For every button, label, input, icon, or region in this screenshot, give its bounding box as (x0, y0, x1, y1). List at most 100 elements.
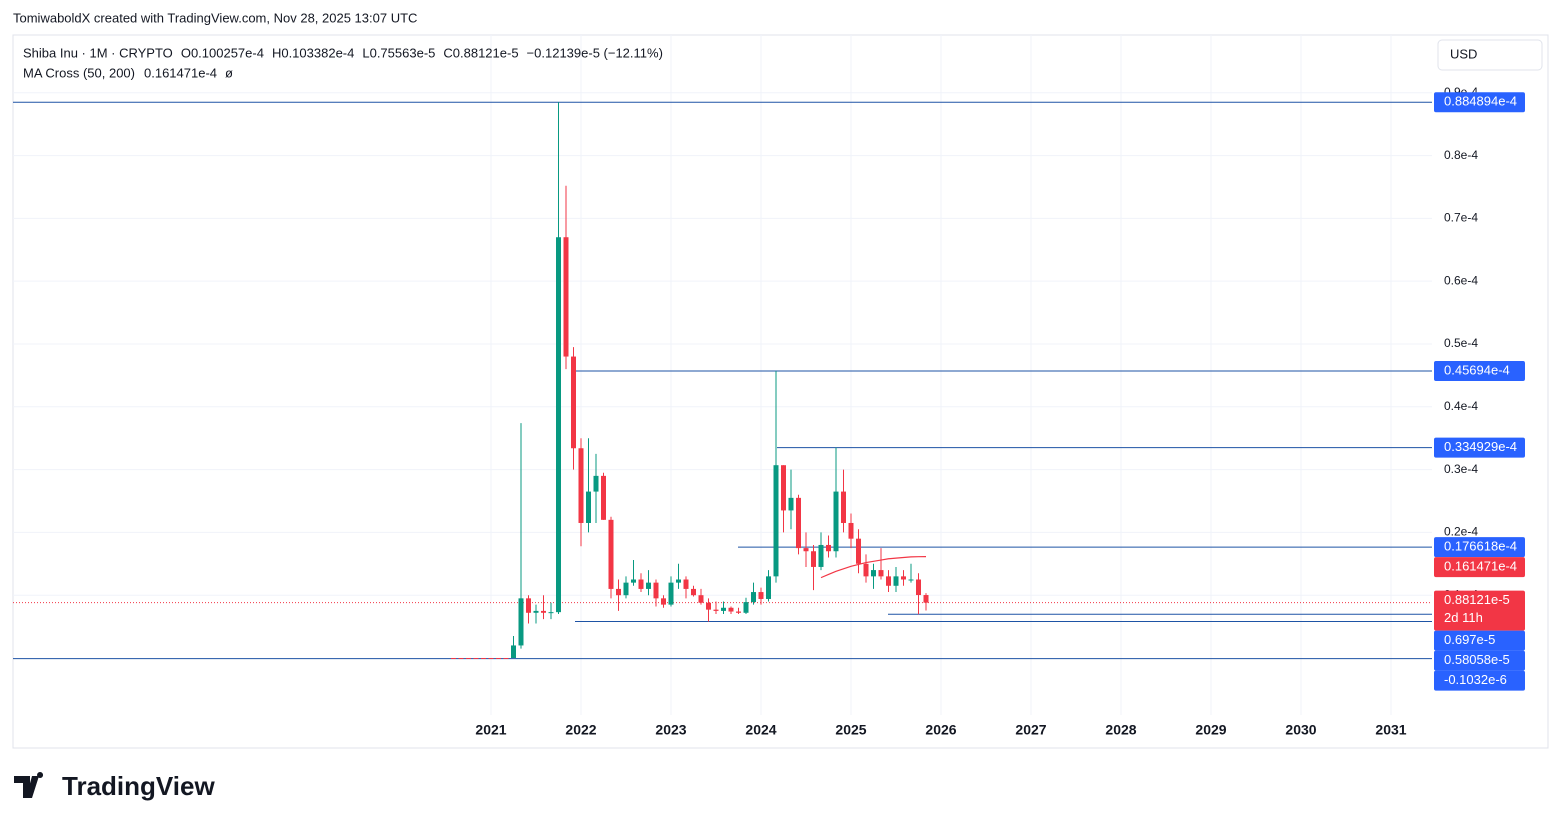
candle-body (496, 657, 501, 659)
candle-body (856, 538, 861, 564)
legend-text: 0.88121e-5 (453, 45, 519, 60)
attribution: TomiwaboldX created with TradingView.com… (13, 10, 417, 25)
y-tick-label: 0.8e-4 (1444, 148, 1478, 162)
candle-body (556, 237, 561, 613)
candle-body (713, 609, 719, 611)
chart-frame (12, 34, 1549, 749)
legend-text: 0.100257e-4 (191, 45, 264, 60)
price-label: 0.334929e-4 (1444, 439, 1517, 454)
candle-body (601, 475, 606, 520)
currency-button[interactable] (1437, 39, 1543, 71)
candle-body (623, 582, 629, 596)
candle-body (518, 598, 524, 646)
y-tick-label: 0.6e-4 (1444, 273, 1478, 287)
candle-body (901, 576, 906, 580)
candle-body (563, 237, 569, 357)
price-label-box (1434, 557, 1525, 578)
candle-body (668, 582, 674, 605)
candle-body (803, 548, 809, 552)
legend-text: L (362, 45, 369, 60)
candle-body (811, 551, 816, 567)
legend-text: ø (225, 65, 233, 80)
candle-body (526, 598, 531, 613)
candle-body (841, 491, 846, 523)
candle-body (661, 598, 666, 605)
price-label-box (1434, 92, 1525, 113)
candle-body (578, 448, 584, 523)
price-label: 2d 11h (1444, 610, 1483, 625)
price-label: -0.1032e-6 (1444, 672, 1507, 687)
candle-body (586, 491, 591, 523)
candle-body (878, 570, 884, 577)
candle-body (593, 475, 599, 492)
candle-body (541, 610, 546, 613)
candle-body (796, 497, 801, 549)
candle-body (608, 519, 614, 589)
candle-body (736, 611, 741, 613)
x-tick-label: 2027 (1015, 722, 1046, 738)
candle-body (533, 610, 539, 613)
price-label-box (1434, 361, 1525, 382)
legend-text: 0.103382e-4 (281, 45, 354, 60)
y-tick-label: 0.2e-4 (1444, 525, 1478, 539)
candle-body (766, 576, 771, 599)
candle-body (706, 602, 711, 610)
price-label-box (1434, 670, 1525, 691)
candle-body (863, 563, 869, 577)
x-tick-label: 2031 (1375, 722, 1406, 738)
candle-body (473, 657, 479, 659)
price-label: 0.45694e-4 (1444, 362, 1510, 377)
candle-body (916, 579, 921, 596)
candle-body (871, 570, 876, 577)
candle-body (683, 579, 689, 589)
legend-text: 0.161471e-4 (144, 65, 217, 80)
legend-text: H (272, 45, 281, 60)
price-label: 0.58058e-5 (1444, 652, 1510, 667)
candle-body (548, 612, 554, 614)
logo-icon (14, 772, 44, 798)
x-tick-label: 2022 (565, 722, 596, 738)
candle-body (893, 576, 899, 586)
candle-body (646, 582, 651, 589)
y-tick-label: 0.4e-4 (1444, 399, 1478, 413)
candle-body (638, 579, 644, 589)
candle-body (631, 579, 636, 583)
candle-body (818, 544, 824, 567)
candle-body (488, 657, 494, 659)
price-label: 0.176618e-4 (1444, 539, 1517, 554)
candle-body (908, 579, 914, 581)
legend-text: −0.12139e-5 (−12.11%) (527, 45, 663, 60)
candle-body (511, 645, 516, 658)
candle-body (458, 657, 464, 659)
legend-text: MA Cross (50, 200) (23, 65, 135, 80)
candle-body (758, 592, 764, 599)
candle-body (698, 595, 704, 603)
legend-text: O (181, 45, 191, 60)
candle-body (751, 592, 756, 603)
candle-body (676, 579, 681, 583)
legend-text: 0.75563e-5 (370, 45, 436, 60)
candle-body (481, 657, 486, 659)
price-label-box (1434, 437, 1525, 458)
x-tick-label: 2025 (835, 722, 866, 738)
candle-body (721, 607, 726, 611)
brand: TradingView (62, 771, 215, 801)
candle-body (743, 602, 749, 613)
logo: TradingView (14, 771, 215, 801)
y-tick-label: 0.5e-4 (1444, 336, 1478, 350)
price-label: 0.697e-5 (1444, 632, 1495, 647)
candle-body (728, 607, 734, 612)
price-label-box (1434, 630, 1525, 651)
candle-body (451, 657, 456, 659)
candle-body (691, 588, 696, 596)
candle-body (503, 657, 509, 659)
x-tick-label: 2029 (1195, 722, 1226, 738)
candle-body (653, 582, 659, 599)
currency[interactable]: USD (1450, 46, 1477, 61)
x-tick-label: 2021 (475, 722, 506, 738)
y-tick-label: 0.7e-4 (1444, 211, 1478, 225)
candle-body (571, 356, 576, 449)
candle-body (788, 497, 794, 511)
